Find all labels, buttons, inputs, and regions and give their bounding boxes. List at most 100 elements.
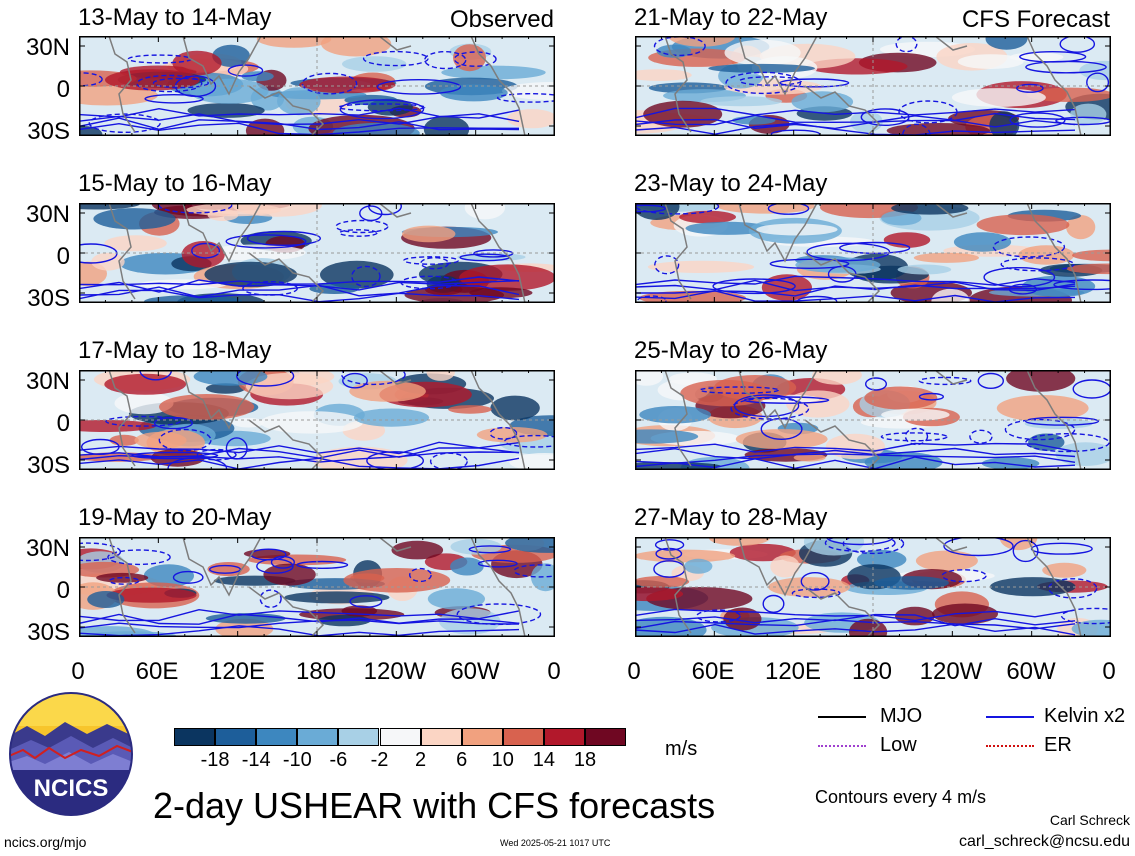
kelvin-contour xyxy=(635,107,1076,119)
kelvin-contour xyxy=(227,64,264,77)
kelvin-contour xyxy=(635,619,1076,630)
lon-label-60e-left: 60E xyxy=(135,658,179,685)
colorbar-tick-label: 10 xyxy=(491,749,514,771)
shear-field-blob xyxy=(639,290,747,303)
shear-field-blob xyxy=(756,223,838,236)
shear-field-blob xyxy=(450,557,484,576)
shear-field-blob xyxy=(321,36,392,57)
shear-map-panel xyxy=(79,537,555,637)
lat-label-eq-row1: 0 xyxy=(56,76,70,103)
colorbar-tick-label: -14 xyxy=(241,749,271,771)
shear-field-blob xyxy=(439,84,508,102)
kelvin-contour xyxy=(918,392,944,401)
shear-field-blob xyxy=(509,453,555,470)
shear-field-blob xyxy=(256,36,332,48)
shear-field-blob xyxy=(1006,370,1076,392)
colorbar-box xyxy=(461,728,503,746)
kelvin-contour xyxy=(79,451,520,463)
shear-field-blob xyxy=(79,420,156,432)
kelvin-contour xyxy=(79,619,520,629)
kelvin-contour xyxy=(79,457,520,470)
kelvin-contour xyxy=(191,242,221,259)
shear-field-blob xyxy=(79,85,158,106)
panel-tag-observed: Observed xyxy=(449,6,554,33)
shear-field-blob xyxy=(469,287,533,299)
panel-title-obs-2: 15-May to 16-May xyxy=(78,170,272,197)
shear-field-blob xyxy=(150,448,205,467)
colorbar-box xyxy=(215,728,257,746)
shear-map-panel xyxy=(635,203,1111,303)
shear-field-blob xyxy=(1024,418,1093,429)
colorbar-tick-label: -2 xyxy=(370,749,389,771)
coastline xyxy=(664,537,1082,637)
lon-label-60e-right: 60E xyxy=(691,658,735,685)
shear-field-blob xyxy=(874,576,949,590)
coastline xyxy=(108,203,526,303)
site-link[interactable]: ncics.org/mjo xyxy=(4,834,87,850)
shear-field-blob xyxy=(895,606,935,626)
shear-field-blob xyxy=(1066,263,1111,275)
kelvin-contour xyxy=(635,275,1076,286)
coastline xyxy=(108,370,526,470)
shear-field-blob xyxy=(708,537,770,546)
kelvin-contour xyxy=(301,72,358,95)
shear-field-blob xyxy=(951,88,1046,107)
legend-line-kelvin xyxy=(986,716,1034,718)
colorbar-box xyxy=(379,728,421,746)
kelvin-contour xyxy=(79,113,520,126)
shear-field-blob xyxy=(635,69,692,81)
shear-field-blob xyxy=(134,431,187,449)
shear-field-blob xyxy=(423,115,470,136)
shear-field-blob xyxy=(1055,442,1111,466)
lat-label-30s-row3: 30S xyxy=(27,452,70,479)
panel-tag-cfs-forecast: CFS Forecast xyxy=(961,6,1110,33)
kelvin-contour xyxy=(635,204,666,213)
author-name: Carl Schreck xyxy=(1049,812,1130,828)
kelvin-contour xyxy=(79,608,520,622)
shear-field-blob xyxy=(505,537,555,553)
kelvin-contour xyxy=(1025,432,1110,453)
shear-field-blob xyxy=(349,380,426,402)
kelvin-contour xyxy=(153,416,193,430)
kelvin-contour xyxy=(1016,83,1044,93)
kelvin-contour xyxy=(770,129,821,136)
shear-field-blob xyxy=(985,36,1028,50)
shear-field-blob xyxy=(87,591,125,608)
kelvin-contour xyxy=(767,203,810,215)
kelvin-contour xyxy=(513,564,555,578)
kelvin-contour xyxy=(653,36,706,57)
kelvin-contour xyxy=(635,608,1076,622)
shear-field-blob xyxy=(886,123,991,136)
shear-field-blob xyxy=(104,373,187,395)
kelvin-contour xyxy=(738,76,802,86)
shear-field-blob xyxy=(635,549,736,563)
kelvin-contour xyxy=(791,588,841,599)
kelvin-contour xyxy=(637,295,667,303)
shear-field-blob xyxy=(679,210,736,224)
kelvin-contour xyxy=(635,284,1076,297)
author-email: carl_schreck@ncsu.edu xyxy=(959,833,1130,850)
kelvin-contour xyxy=(1060,607,1111,625)
shear-field-blob xyxy=(144,295,243,303)
coastline xyxy=(664,203,1082,303)
shear-field-blob xyxy=(204,261,298,288)
lon-label-0-right-edge-left: 0 xyxy=(547,658,561,685)
kelvin-contour xyxy=(824,537,896,552)
shear-field-blob xyxy=(791,91,854,113)
shear-field-blob xyxy=(284,591,390,604)
panel-title-obs-4: 19-May to 20-May xyxy=(78,504,272,531)
kelvin-contour xyxy=(158,203,233,214)
kelvin-contour xyxy=(725,71,802,95)
panel-title-fcst-1: 21-May to 22-May xyxy=(634,4,828,31)
shear-map-panel xyxy=(635,36,1111,136)
shear-field-blob xyxy=(448,405,492,414)
colorbar-tick-label: -10 xyxy=(282,749,312,771)
shear-field-blob xyxy=(106,587,197,603)
kelvin-contour xyxy=(769,258,850,269)
kelvin-contour xyxy=(79,117,520,131)
legend-label-er: ER xyxy=(1044,734,1072,756)
kelvin-contour xyxy=(1059,36,1096,53)
kelvin-contour xyxy=(806,242,891,262)
kelvin-contour xyxy=(225,234,307,249)
shear-field-blob xyxy=(647,260,755,273)
